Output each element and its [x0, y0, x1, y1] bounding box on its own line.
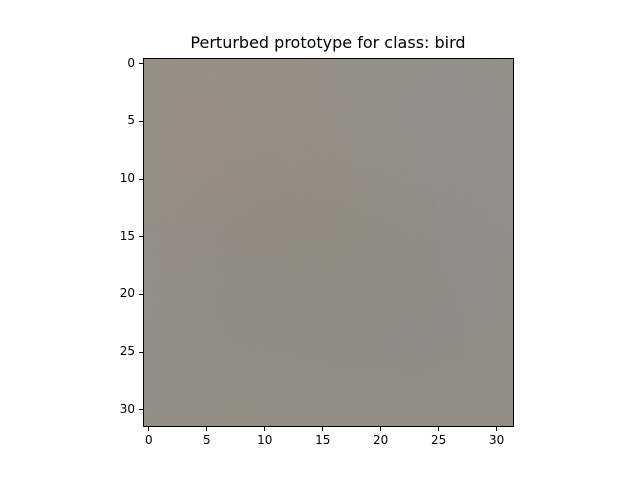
- figure-title: Perturbed prototype for class: bird: [190, 33, 466, 52]
- x-tick-mark: [438, 427, 440, 431]
- y-tick-mark: [139, 409, 143, 411]
- image-patch: [397, 276, 490, 369]
- y-tick-mark: [139, 293, 143, 295]
- image-patch: [351, 265, 387, 289]
- image-canvas: [144, 59, 513, 426]
- x-tick-label: 5: [202, 433, 211, 447]
- x-tick-label: 10: [257, 433, 273, 447]
- y-tick-label: 15: [119, 228, 135, 243]
- y-tick-label: 25: [119, 344, 135, 359]
- image-patch: [397, 150, 513, 243]
- x-tick-label: 25: [431, 433, 447, 447]
- image-axes: [143, 58, 514, 427]
- y-tick-label: 20: [119, 286, 135, 301]
- x-tick-mark: [148, 427, 150, 431]
- x-tick-label: 0: [144, 433, 153, 447]
- y-tick-label: 5: [127, 113, 135, 128]
- y-tick-mark: [139, 178, 143, 180]
- y-tick-mark: [139, 236, 143, 238]
- x-tick-mark: [380, 427, 382, 431]
- x-tick-mark: [206, 427, 208, 431]
- x-tick-mark: [322, 427, 324, 431]
- x-tick-label: 30: [488, 433, 505, 447]
- image-patch: [363, 59, 513, 151]
- y-tick-mark: [139, 63, 143, 65]
- image-patch: [155, 70, 248, 174]
- image-patch: [144, 288, 225, 381]
- prototype-image: [144, 59, 513, 426]
- x-tick-label: 20: [373, 433, 389, 447]
- y-tick-label: 0: [127, 55, 135, 70]
- y-tick-mark: [139, 120, 143, 122]
- image-patches: [144, 59, 513, 426]
- x-tick-mark: [496, 427, 498, 431]
- image-patch: [144, 173, 202, 266]
- y-tick-mark: [139, 351, 143, 353]
- image-patch: [270, 242, 306, 277]
- image-patch: [305, 288, 387, 369]
- y-tick-label: 30: [119, 401, 135, 416]
- x-tick-mark: [264, 427, 266, 431]
- x-tick-label: 15: [315, 433, 331, 447]
- y-tick-label: 10: [119, 171, 135, 186]
- image-patch: [167, 368, 490, 426]
